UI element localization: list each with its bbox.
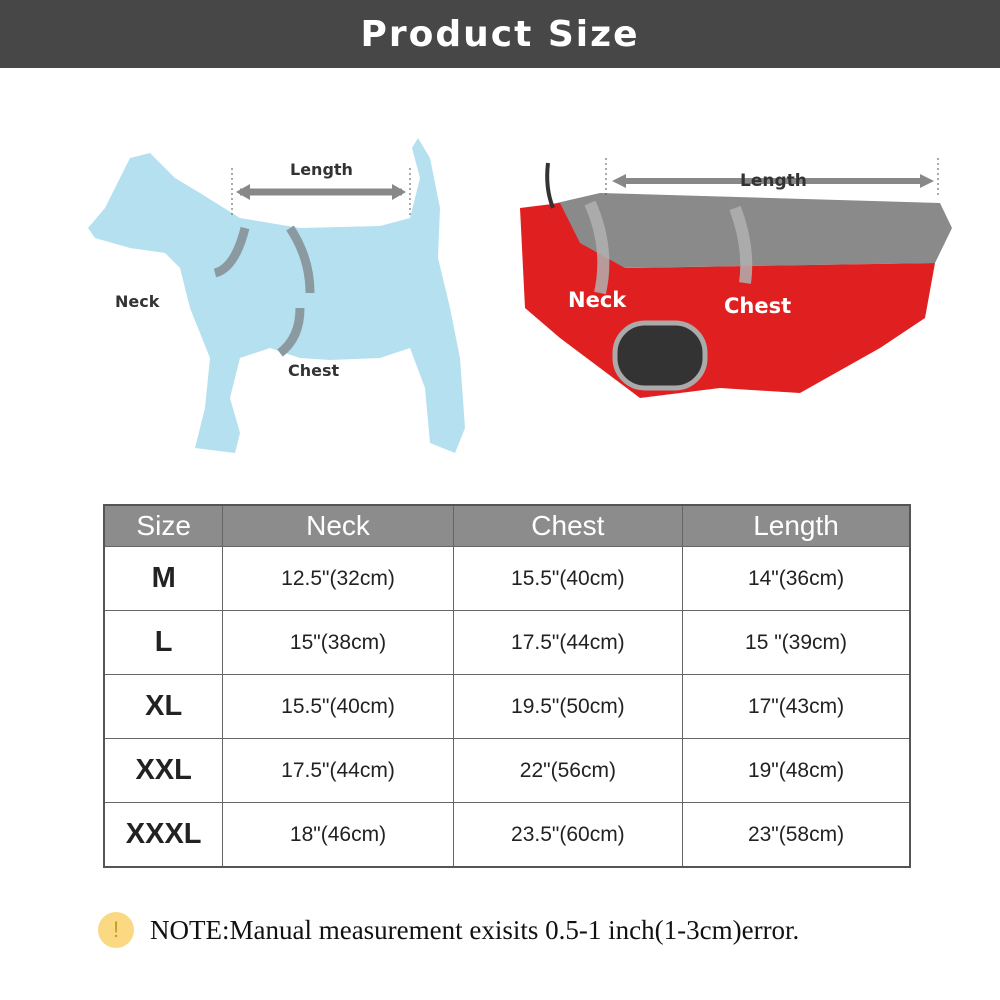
dog-chest-label: Chest [288,361,340,380]
coat-chest-label: Chest [724,294,792,318]
size-cell: L [103,610,224,675]
header-length: Length [682,504,911,547]
size-cell: XXXL [103,802,224,868]
length-cell: 17"(43cm) [682,674,911,739]
neck-cell: 18"(46cm) [222,802,454,868]
neck-cell: 15.5"(40cm) [222,674,454,739]
exclamation-icon: ! [98,912,134,948]
chest-cell: 15.5"(40cm) [452,546,684,611]
table-row: M 12.5"(32cm) 15.5"(40cm) 14"(36cm) [103,546,911,611]
coat-neck-label: Neck [568,288,627,312]
measurement-diagram [88,138,952,453]
title-banner: Product Size [0,0,1000,68]
note-text: NOTE:Manual measurement exisits 0.5-1 in… [150,914,800,945]
table-row: XXXL 18"(46cm) 23.5"(60cm) 23"(58cm) [103,802,911,868]
size-cell: XL [103,674,224,739]
neck-cell: 12.5"(32cm) [222,546,454,611]
size-cell: XXL [103,738,224,803]
dog-length-label: Length [290,160,353,179]
table-row: L 15"(38cm) 17.5"(44cm) 15 "(39cm) [103,610,911,675]
note: ! NOTE:Manual measurement exisits 0.5-1 … [98,912,799,948]
table-row: XL 15.5"(40cm) 19.5"(50cm) 17"(43cm) [103,674,911,739]
neck-cell: 17.5"(44cm) [222,738,454,803]
length-cell: 19"(48cm) [682,738,911,803]
dog-neck-label: Neck [115,292,160,311]
chest-cell: 19.5"(50cm) [452,674,684,739]
table-row: XXL 17.5"(44cm) 22"(56cm) 19"(48cm) [103,738,911,803]
dog-silhouette [88,138,465,453]
chest-cell: 17.5"(44cm) [452,610,684,675]
header-neck: Neck [222,504,454,547]
length-cell: 14"(36cm) [682,546,911,611]
size-table: Size Neck Chest Length M 12.5"(32cm) 15.5"… [103,504,911,868]
table-header-row: Size Neck Chest Length [103,504,911,547]
page-title: Product Size [360,13,640,55]
header-size: Size [103,504,224,547]
header-chest: Chest [452,504,684,547]
neck-cell: 15"(38cm) [222,610,454,675]
chest-cell: 22"(56cm) [452,738,684,803]
coat-length-label: Length [740,171,807,191]
chest-cell: 23.5"(60cm) [452,802,684,868]
length-cell: 23"(58cm) [682,802,911,868]
illustration: Length Neck Chest Length Neck Chest [0,68,1000,488]
length-cell: 15 "(39cm) [682,610,911,675]
size-cell: M [103,546,224,611]
